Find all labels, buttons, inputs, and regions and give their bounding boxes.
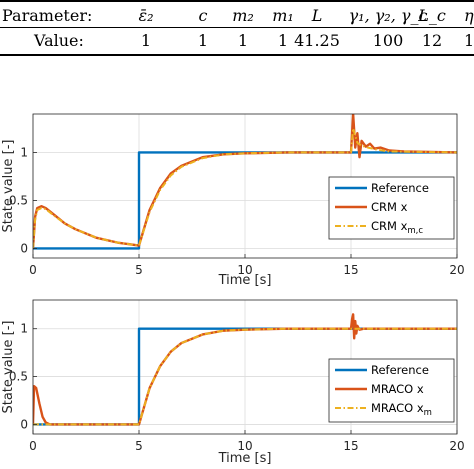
table-header-m1: m₁ xyxy=(272,6,294,25)
y-axis-label: State value [-] xyxy=(1,139,16,232)
legend-label-2: MRACO xm xyxy=(371,401,432,418)
parameter-table: Parameter: ε̄₂ c m₂ m₁ L γ₁, γ₂, γ_c L_c… xyxy=(0,0,474,56)
y-tick-label: 0.5 xyxy=(9,193,28,207)
table-mid-rule xyxy=(0,27,474,28)
legend: Reference CRM x CRM xm,c xyxy=(328,176,455,240)
legend: Reference MRACO x MRACO xm xyxy=(328,358,455,423)
table-value-gammas: 100 xyxy=(372,31,404,50)
table-header-eps2: ε̄₂ xyxy=(138,6,154,25)
y-tick-label: 0.5 xyxy=(9,370,28,384)
y-tick-label: 1 xyxy=(20,145,28,159)
table-value-label: Value: xyxy=(34,31,84,50)
x-tick-label: 5 xyxy=(135,263,143,277)
table-value-Lc: 12 xyxy=(421,31,443,50)
table-header-label: Parameter: xyxy=(2,6,93,25)
legend-label-0: Reference xyxy=(371,181,429,195)
table-value-eta: 1 xyxy=(464,31,474,50)
table-value-L: 41.25 xyxy=(294,31,340,50)
x-axis-label: Time [s] xyxy=(218,273,272,288)
x-axis-label: Time [s] xyxy=(218,451,272,466)
x-tick-label: 10 xyxy=(237,263,252,277)
table-header-eta: η xyxy=(464,6,474,25)
y-tick-label: 0 xyxy=(20,417,28,431)
table-header-gammas: γ₁, γ₂, γ_c xyxy=(348,6,428,25)
x-tick-label: 5 xyxy=(135,439,143,453)
mraco-state-plot: 0 5 10 15 20 0 0.5 1 Time [s] State value [-] Refe… xyxy=(1,299,465,466)
y-tick-label: 0 xyxy=(20,241,28,255)
table-bottom-rule xyxy=(0,54,474,56)
table-header-c: c xyxy=(198,6,208,25)
y-axis-label: State value [-] xyxy=(1,320,16,413)
x-tick-label: 20 xyxy=(449,263,464,277)
series-line-2 xyxy=(33,127,457,249)
table-top-rule xyxy=(0,0,474,2)
x-tick-label: 15 xyxy=(343,439,358,453)
x-tick-label: 15 xyxy=(343,263,358,277)
x-tick-label: 20 xyxy=(449,439,464,453)
x-tick-label: 0 xyxy=(29,439,37,453)
crm-state-plot: 0 5 10 15 20 0 0.5 1 Time [s] State value [-] Refe… xyxy=(1,113,465,288)
table-header-Lc: L_c xyxy=(418,6,446,25)
table-header-L: L xyxy=(311,6,323,25)
table-value-c: 1 xyxy=(197,31,209,50)
table-value-eps2: 1 xyxy=(140,31,152,50)
table-value-m2: 1 xyxy=(237,31,249,50)
legend-label-0: Reference xyxy=(371,363,429,377)
series-line-1 xyxy=(33,114,457,249)
series-line-1 xyxy=(33,313,457,426)
series-line-2 xyxy=(33,327,457,426)
legend-label-2: CRM xm,c xyxy=(371,219,423,236)
x-tick-label: 0 xyxy=(29,263,37,277)
y-tick-label: 1 xyxy=(20,322,28,336)
table-value-m1: 1 xyxy=(277,31,289,50)
legend-label-1: MRACO x xyxy=(371,382,424,396)
table-header-m2: m₂ xyxy=(232,6,254,25)
x-tick-label: 10 xyxy=(237,439,252,453)
legend-label-1: CRM x xyxy=(371,200,408,214)
